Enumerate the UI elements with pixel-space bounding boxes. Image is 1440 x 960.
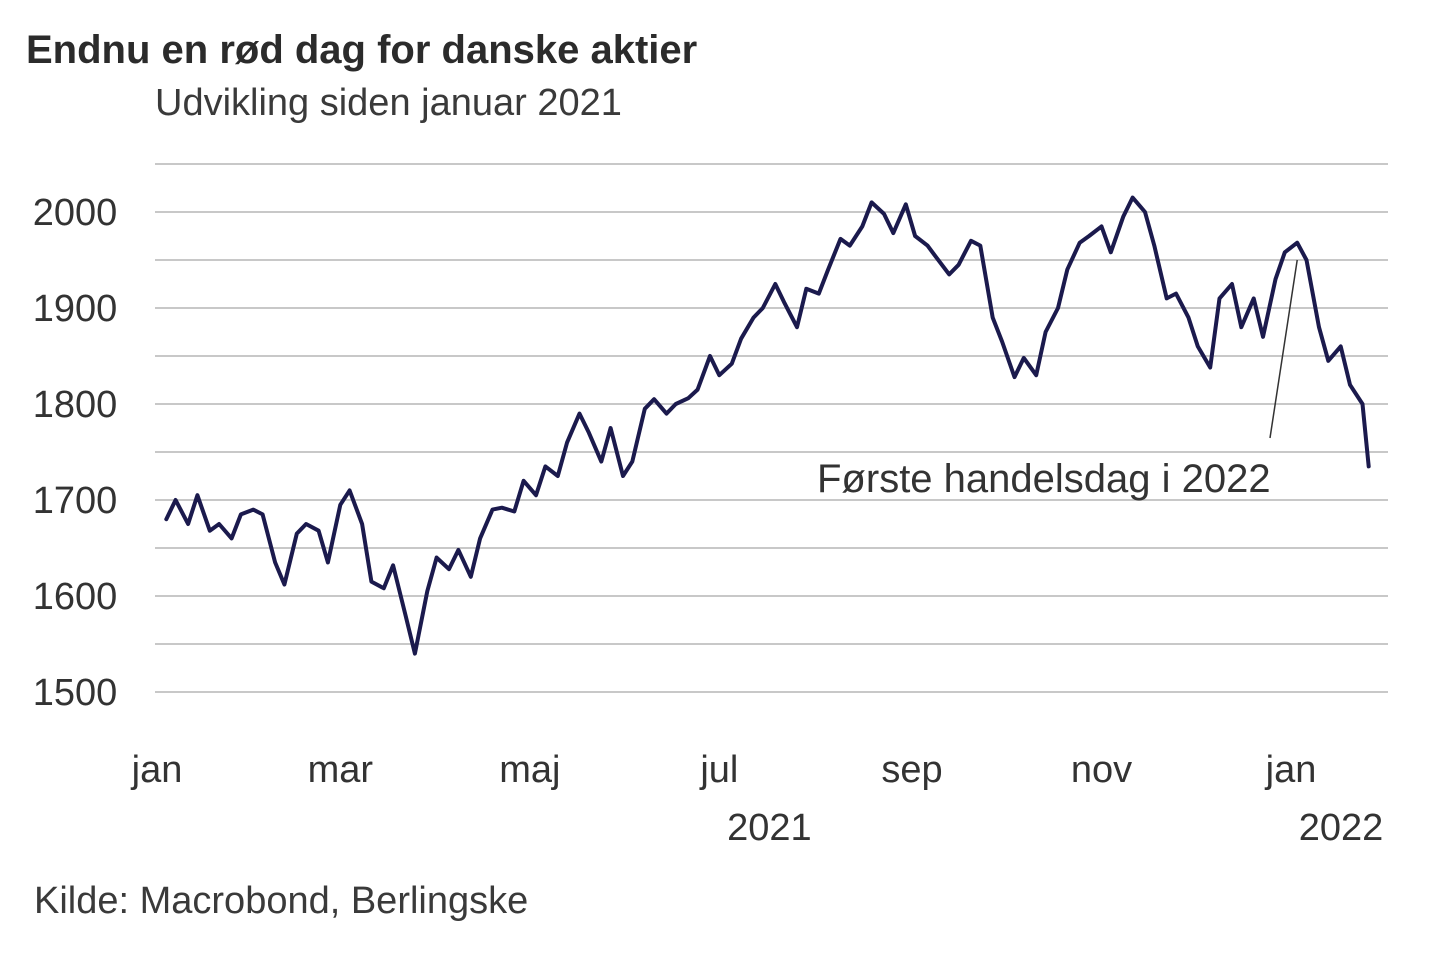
annotation: Første handelsdag i 2022 — [817, 259, 1298, 501]
x-tick-label: maj — [499, 749, 560, 791]
y-tick-label: 1900 — [33, 288, 118, 330]
x-tick-label: jan — [1265, 749, 1317, 791]
x-axis: jan mar maj jul 2021 sep nov jan 2022 — [131, 749, 1384, 849]
series-line — [164, 195, 1371, 656]
chart-source: Kilde: Macrobond, Berlingske — [34, 880, 529, 922]
chart-subtitle: Udvikling siden januar 2021 — [155, 82, 622, 124]
y-tick-label: 1800 — [33, 384, 118, 426]
chart-title: Endnu en rød dag for danske aktier — [26, 28, 698, 72]
x-tick-label: jan — [131, 749, 183, 791]
annotation-leader-line — [1269, 259, 1298, 439]
x-tick-label: sep — [881, 749, 942, 791]
annotation-label: Første handelsdag i 2022 — [817, 457, 1271, 501]
y-axis: 1500 1600 1700 1800 1900 2000 — [33, 192, 118, 714]
y-tick-label: 2000 — [33, 192, 118, 234]
x-tick-label: mar — [308, 749, 374, 791]
y-tick-label: 1600 — [33, 576, 118, 618]
x-tick-label: nov — [1071, 749, 1132, 791]
series — [164, 195, 1371, 656]
gridlines — [155, 163, 1388, 693]
y-tick-label: 1500 — [33, 672, 118, 714]
x-tick-year-label: 2021 — [727, 807, 812, 849]
x-tick-year-label: 2022 — [1299, 807, 1384, 849]
x-tick-label: jul — [699, 749, 738, 791]
y-tick-label: 1700 — [33, 480, 118, 522]
